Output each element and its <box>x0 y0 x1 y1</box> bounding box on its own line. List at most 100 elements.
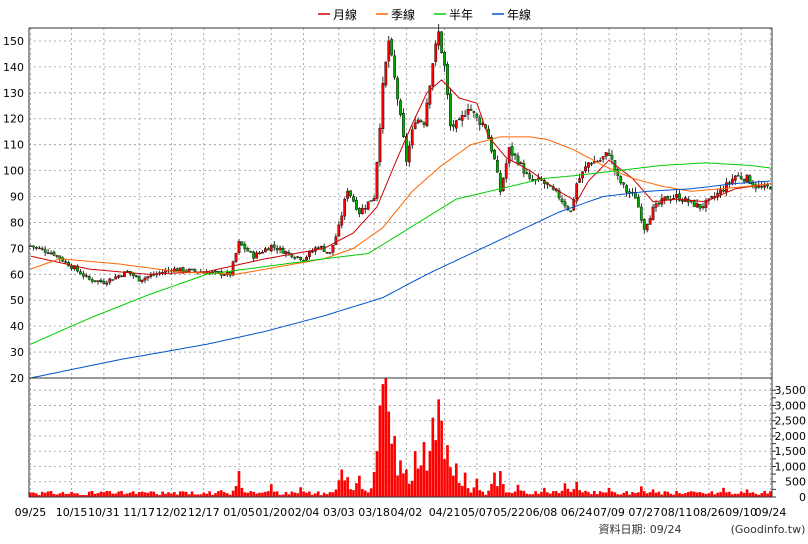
volume-bar <box>290 491 294 497</box>
volume-bar <box>478 490 482 497</box>
candle-body <box>143 277 147 281</box>
price-tick-label: 110 <box>3 139 24 152</box>
volume-bar <box>425 470 429 497</box>
volume-bar <box>52 493 56 497</box>
volume-bar <box>631 492 634 497</box>
candle-body <box>363 208 367 210</box>
volume-bar <box>369 488 373 497</box>
x-tick-label: 05/22 <box>493 506 525 519</box>
candle-body <box>663 196 667 200</box>
volume-tick-label: 0 <box>799 491 806 504</box>
volume-bar <box>763 490 766 497</box>
volume-bar <box>634 493 637 497</box>
candle-body <box>43 249 47 253</box>
x-tick-label: 09/10 <box>725 506 757 519</box>
volume-bar <box>340 469 344 497</box>
candle-body <box>404 135 408 162</box>
price-tick-label: 120 <box>3 113 24 126</box>
volume-bar <box>155 494 159 497</box>
volume-bar <box>625 491 628 497</box>
volume-tick-label: 1,000 <box>775 460 807 473</box>
volume-bar <box>46 491 50 497</box>
volume-bar <box>117 491 120 497</box>
x-tick-label: 07/27 <box>628 506 660 519</box>
candle-body <box>334 236 338 245</box>
candle-body <box>695 203 699 208</box>
candle-body <box>134 275 138 277</box>
volume-bar <box>684 493 687 497</box>
volume-bar <box>275 491 279 497</box>
candle-body <box>328 252 332 254</box>
volume-bar <box>675 490 678 497</box>
candle-body <box>513 153 517 156</box>
candle-body <box>466 109 470 115</box>
candle-body <box>516 155 520 165</box>
volume-bar <box>111 493 115 497</box>
volume-bar <box>202 492 206 497</box>
volume-bar <box>167 492 170 497</box>
candle-body <box>733 175 737 181</box>
volume-bar <box>267 491 270 497</box>
volume-bar <box>457 483 461 497</box>
volume-bar <box>499 471 502 497</box>
candle-body <box>572 199 576 211</box>
candle-body <box>501 177 505 191</box>
candle-body <box>272 244 276 248</box>
candle-body <box>399 100 402 115</box>
candle-body <box>369 200 373 202</box>
volume-bar <box>258 492 261 497</box>
volume-bar <box>507 492 511 497</box>
volume-bar <box>220 490 223 497</box>
volume-bar <box>645 493 649 497</box>
price-tick-label: 90 <box>10 191 24 204</box>
candle-body <box>175 268 179 272</box>
volume-bar <box>560 490 564 497</box>
volume-bar <box>557 493 561 497</box>
volume-bar <box>228 494 232 497</box>
volume-bar <box>261 492 264 497</box>
candle-body <box>560 198 564 203</box>
candle-body <box>449 93 452 127</box>
volume-bar <box>701 493 705 497</box>
volume-bar <box>264 491 267 497</box>
candle-body <box>308 251 311 257</box>
volume-bar <box>731 494 734 497</box>
legend-label-1: 季線 <box>391 7 415 22</box>
candle-body <box>525 172 529 174</box>
x-tick-label: 09/25 <box>15 506 47 519</box>
volume-bar <box>222 492 226 497</box>
candle-body <box>454 120 458 129</box>
volume-bar <box>61 492 65 497</box>
candle-body <box>290 253 294 258</box>
volume-bar <box>278 494 282 497</box>
volume-bar <box>581 492 584 497</box>
volume-bar <box>601 492 605 497</box>
volume-bar <box>149 491 153 497</box>
volume-bar <box>99 491 103 497</box>
volume-bar <box>745 489 749 497</box>
candle-body <box>463 115 467 117</box>
volume-bar <box>751 492 755 497</box>
candle-body <box>716 192 720 198</box>
candle-body <box>34 247 38 249</box>
volume-bar <box>496 486 499 497</box>
volume-bar <box>434 440 438 497</box>
volume-bar <box>736 493 740 497</box>
volume-tick-label: 500 <box>785 476 806 489</box>
legend-label-2: 半年 <box>449 8 473 22</box>
candle-body <box>337 224 341 237</box>
candle-body <box>231 261 235 276</box>
candle-body <box>736 175 740 177</box>
volume-bar <box>158 494 162 497</box>
candle-body <box>701 206 705 208</box>
volume-bar <box>663 491 667 497</box>
volume-bar <box>651 489 655 497</box>
volume-bar <box>305 492 308 497</box>
volume-bar <box>355 483 358 497</box>
candle-body <box>211 271 214 273</box>
volume-bar <box>449 467 452 497</box>
volume-bar <box>296 493 300 497</box>
x-tick-label: 03/18 <box>358 506 390 519</box>
volume-bar <box>199 494 203 497</box>
volume-bar <box>346 477 349 497</box>
